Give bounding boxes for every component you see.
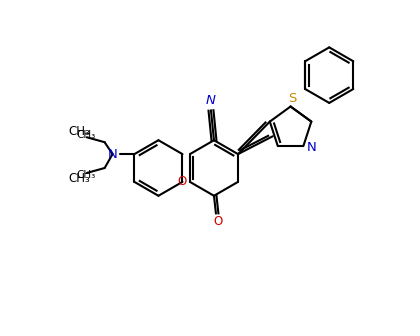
- Text: CH₃: CH₃: [77, 130, 96, 140]
- Text: N: N: [108, 148, 118, 161]
- Text: N: N: [206, 94, 216, 107]
- Text: N: N: [307, 141, 316, 155]
- Text: CH₃: CH₃: [77, 170, 96, 180]
- Text: O: O: [213, 215, 223, 228]
- Text: S: S: [289, 92, 297, 105]
- Text: CH₃: CH₃: [68, 125, 90, 138]
- Text: O: O: [177, 175, 186, 188]
- Text: CH₃: CH₃: [68, 172, 90, 185]
